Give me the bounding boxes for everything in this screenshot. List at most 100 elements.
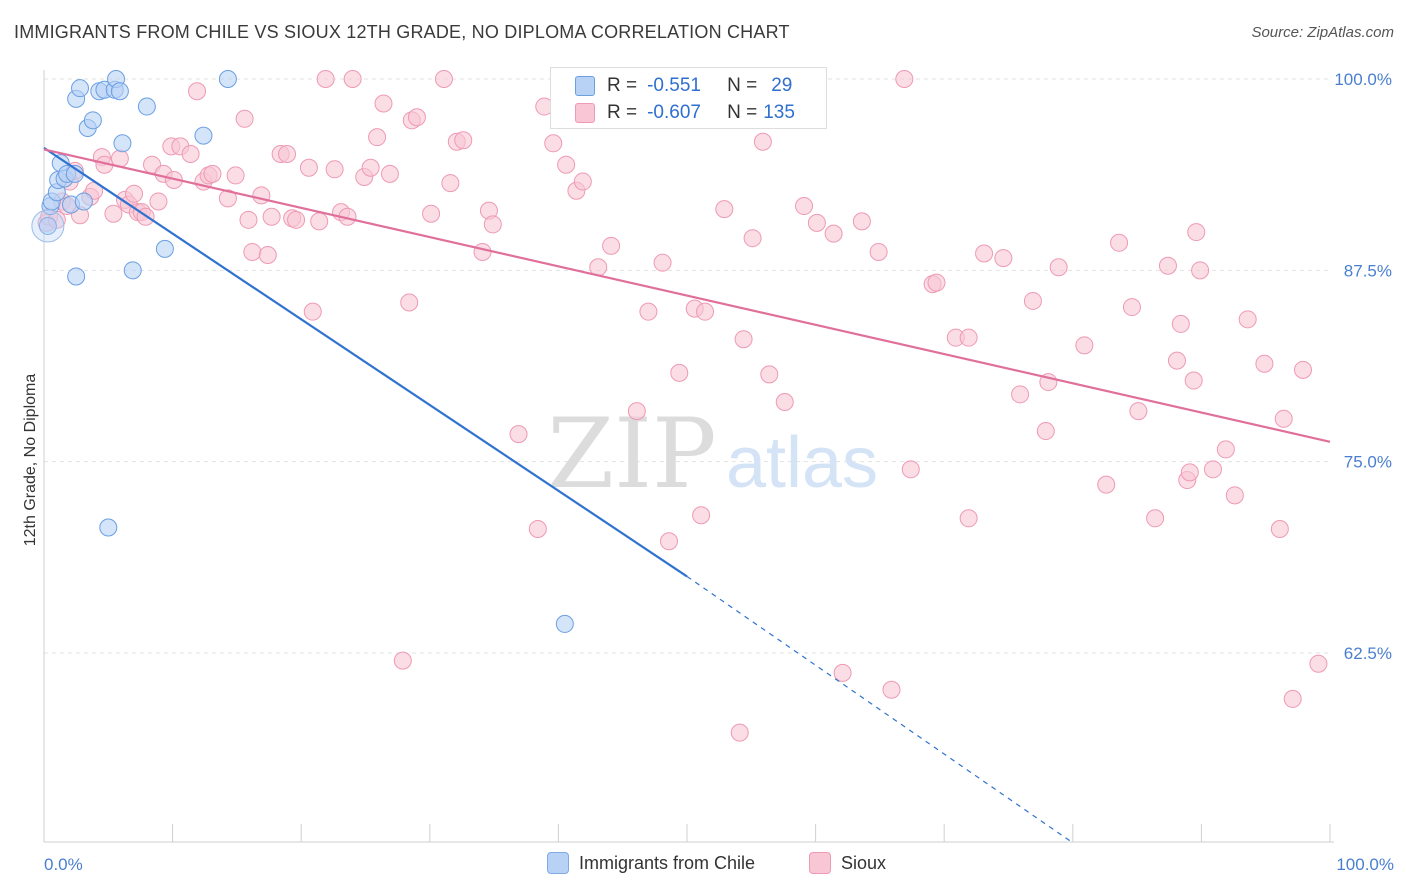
legend-swatch-chile bbox=[575, 76, 595, 96]
data-point-sioux bbox=[573, 172, 592, 191]
data-point-sioux bbox=[483, 215, 502, 234]
data-point-sioux bbox=[1122, 298, 1141, 317]
data-point-chile bbox=[155, 239, 174, 258]
data-point-sioux bbox=[104, 204, 123, 223]
data-point-sioux bbox=[753, 132, 772, 151]
data-point-sioux bbox=[310, 212, 329, 231]
data-point-sioux bbox=[361, 158, 380, 177]
data-point-sioux bbox=[218, 189, 237, 208]
data-point-sioux bbox=[1270, 520, 1289, 539]
data-point-sioux bbox=[303, 302, 322, 321]
data-point-sioux bbox=[278, 145, 297, 164]
data-point-sioux bbox=[901, 460, 920, 479]
trend-line-chile bbox=[43, 146, 688, 578]
data-point-sioux bbox=[715, 200, 734, 219]
data-point-chile bbox=[99, 518, 118, 537]
data-point-sioux bbox=[1238, 310, 1257, 329]
stats-legend: R = -0.551 N = 29 R = -0.607 N = 135 bbox=[550, 67, 827, 129]
data-point-sioux bbox=[258, 246, 277, 265]
data-point-sioux bbox=[235, 109, 254, 128]
data-point-chile bbox=[67, 267, 86, 286]
data-point-sioux bbox=[407, 108, 426, 127]
data-point-sioux bbox=[441, 174, 460, 193]
data-point-chile bbox=[194, 126, 213, 145]
data-point-sioux bbox=[730, 723, 749, 742]
data-point-sioux bbox=[760, 365, 779, 384]
data-point-sioux bbox=[852, 212, 871, 231]
stats-row-sioux: R = -0.607 N = 135 bbox=[575, 102, 795, 124]
y-tick-label: 100.0% bbox=[1334, 70, 1392, 89]
data-point-sioux bbox=[1036, 422, 1055, 441]
r-value: -0.551 bbox=[647, 75, 701, 96]
trend-line-sioux bbox=[43, 148, 1331, 443]
data-point-sioux bbox=[299, 158, 318, 177]
data-point-sioux bbox=[807, 213, 826, 232]
legend-label-sioux: Sioux bbox=[841, 852, 887, 873]
data-point-sioux bbox=[1293, 360, 1312, 379]
data-point-chile bbox=[137, 97, 156, 116]
chart-title: IMMIGRANTS FROM CHILE VS SIOUX 12TH GRAD… bbox=[14, 22, 790, 42]
n-label: N = bbox=[727, 75, 758, 96]
data-point-chile bbox=[74, 192, 93, 211]
data-point-chile bbox=[71, 79, 90, 98]
data-point-sioux bbox=[1216, 440, 1235, 459]
x-tick-label: 0.0% bbox=[44, 855, 83, 874]
r-label: R = bbox=[607, 102, 638, 123]
data-point-sioux bbox=[262, 207, 281, 226]
data-point-sioux bbox=[1274, 409, 1293, 428]
y-tick-label: 87.5% bbox=[1344, 261, 1392, 280]
legend-label-chile: Immigrants from Chile bbox=[579, 852, 756, 873]
data-point-sioux bbox=[374, 94, 393, 113]
data-point-sioux bbox=[434, 70, 453, 88]
data-point-sioux bbox=[1167, 351, 1186, 370]
data-point-sioux bbox=[833, 663, 852, 682]
data-point-sioux bbox=[1171, 314, 1190, 333]
data-point-sioux bbox=[226, 166, 245, 185]
data-point-sioux bbox=[400, 293, 419, 312]
data-point-sioux bbox=[1158, 256, 1177, 275]
data-point-sioux bbox=[316, 70, 335, 88]
data-point-sioux bbox=[602, 236, 621, 255]
data-point-chile bbox=[123, 261, 142, 280]
data-point-sioux bbox=[882, 680, 901, 699]
n-label: N = bbox=[727, 102, 758, 123]
data-point-sioux bbox=[653, 253, 672, 272]
legend-item-chile: Immigrants from Chile bbox=[547, 852, 755, 874]
legend-swatch-sioux bbox=[809, 852, 831, 874]
data-point-sioux bbox=[203, 164, 222, 183]
data-point-chile bbox=[218, 70, 237, 88]
y-tick-label: 75.0% bbox=[1344, 453, 1392, 472]
data-point-sioux bbox=[380, 164, 399, 183]
svg-text:atlas: atlas bbox=[726, 423, 878, 503]
data-point-sioux bbox=[181, 145, 200, 164]
data-point-sioux bbox=[1180, 463, 1199, 482]
data-point-chile bbox=[31, 209, 65, 243]
legend-swatch-sioux bbox=[575, 103, 595, 123]
data-point-sioux bbox=[959, 509, 978, 528]
data-point-sioux bbox=[1129, 402, 1148, 421]
data-point-sioux bbox=[243, 242, 262, 261]
data-point-chile bbox=[110, 82, 129, 101]
data-point-sioux bbox=[454, 131, 473, 150]
data-point-sioux bbox=[1097, 475, 1116, 494]
data-point-sioux bbox=[1146, 509, 1165, 528]
data-point-sioux bbox=[1309, 654, 1328, 673]
data-point-sioux bbox=[1110, 233, 1129, 252]
data-point-chile bbox=[38, 216, 57, 235]
data-point-sioux bbox=[1011, 385, 1030, 404]
data-point-sioux bbox=[1203, 460, 1222, 479]
data-point-sioux bbox=[696, 302, 715, 321]
x-tick-label: 100.0% bbox=[1336, 855, 1394, 874]
data-point-sioux bbox=[1191, 261, 1210, 280]
data-point-sioux bbox=[509, 425, 528, 444]
data-point-sioux bbox=[994, 249, 1013, 268]
data-point-sioux bbox=[670, 363, 689, 382]
data-point-sioux bbox=[1184, 371, 1203, 390]
data-point-sioux bbox=[422, 204, 441, 223]
data-point-sioux bbox=[895, 70, 914, 88]
data-point-sioux bbox=[975, 244, 994, 263]
series-chile bbox=[31, 70, 574, 633]
data-point-sioux bbox=[734, 330, 753, 349]
data-point-sioux bbox=[473, 242, 492, 261]
trend-lines bbox=[43, 146, 1331, 844]
